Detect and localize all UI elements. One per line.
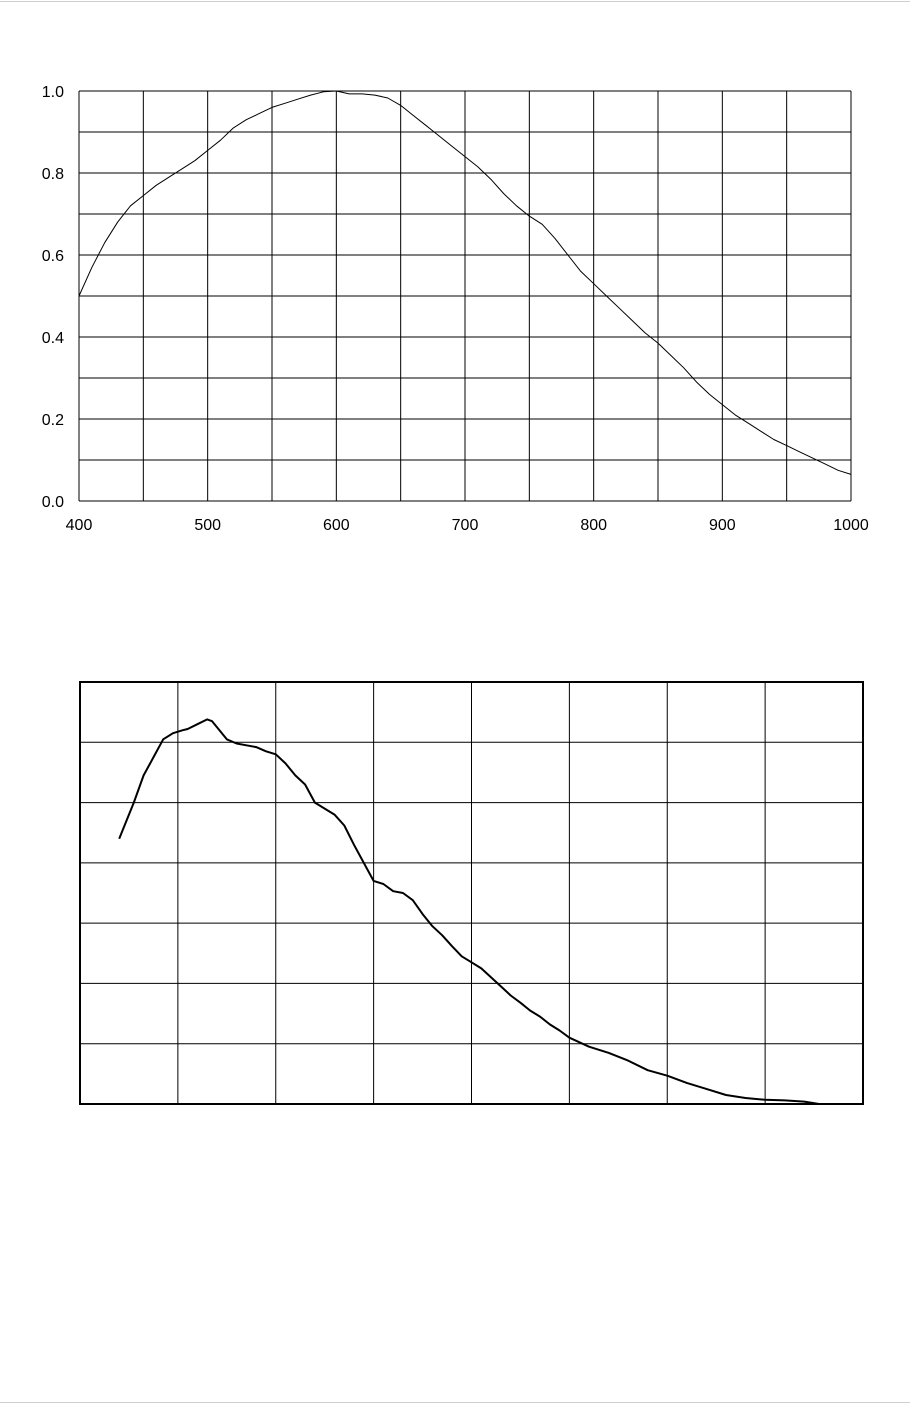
x-tick-label: 600 bbox=[323, 517, 350, 534]
y-tick-label: 0.8 bbox=[42, 166, 64, 183]
x-tick-label: 400 bbox=[66, 517, 93, 534]
spectral-response-chart-2 bbox=[79, 681, 864, 1105]
x-tick-label: 700 bbox=[452, 517, 479, 534]
y-tick-label: 0.0 bbox=[42, 494, 64, 511]
y-tick-label: 0.6 bbox=[42, 248, 64, 265]
y-tick-label: 0.2 bbox=[42, 412, 64, 429]
x-tick-label: 800 bbox=[580, 517, 607, 534]
y-tick-label: 1.0 bbox=[42, 84, 64, 101]
series-line bbox=[78, 90, 852, 475]
plot-frame bbox=[79, 681, 864, 1105]
x-tick-label: 1000 bbox=[833, 517, 869, 534]
page-bottom-rule bbox=[0, 1402, 910, 1403]
y-tick-label: 0.4 bbox=[42, 330, 64, 347]
page-top-rule bbox=[0, 1, 910, 2]
x-tick-label: 900 bbox=[709, 517, 736, 534]
x-tick-label: 500 bbox=[194, 517, 221, 534]
series-line bbox=[118, 718, 820, 1105]
spectral-response-chart-1: 400 500 600 700 800 900 1000 0.0 0.2 0.4 0.6 0.8 1.0 bbox=[42, 84, 869, 534]
